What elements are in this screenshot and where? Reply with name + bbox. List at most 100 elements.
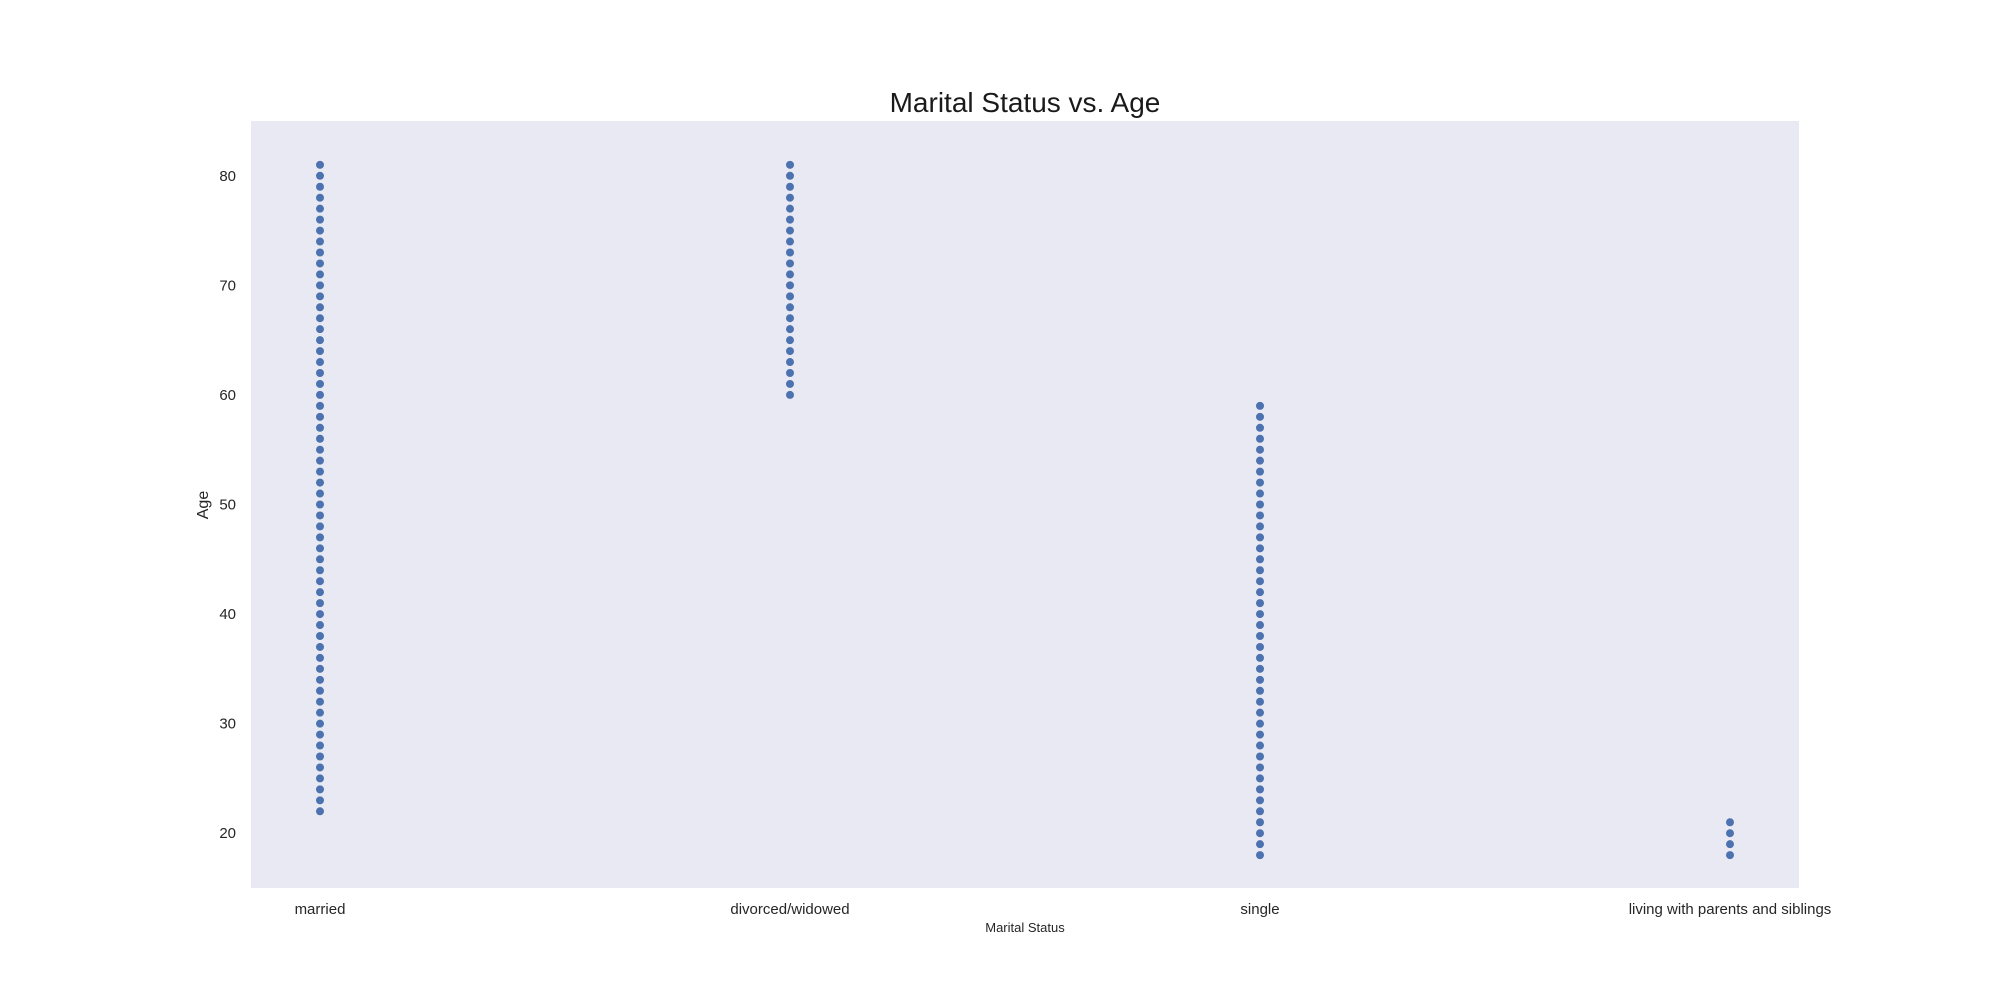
data-point (316, 193, 324, 202)
y-tick-label: 60 (219, 387, 236, 404)
data-point (1256, 763, 1264, 772)
data-point (786, 182, 794, 191)
data-point (1256, 807, 1264, 816)
x-tick-label: living with parents and siblings (1629, 901, 1832, 918)
data-point (316, 390, 324, 399)
data-point (1726, 851, 1734, 860)
x-tick-label: divorced/widowed (730, 901, 849, 918)
data-point (1256, 664, 1264, 673)
data-point (316, 401, 324, 410)
data-point (316, 807, 324, 816)
data-point (316, 325, 324, 334)
data-point (316, 478, 324, 487)
data-point (786, 390, 794, 399)
data-point (1726, 840, 1734, 849)
data-point (316, 774, 324, 783)
data-point (786, 237, 794, 246)
data-point (1256, 577, 1264, 586)
data-point (786, 303, 794, 312)
data-point (316, 467, 324, 476)
data-point (316, 555, 324, 564)
data-point (1256, 642, 1264, 651)
data-point (316, 336, 324, 345)
data-point (1256, 467, 1264, 476)
data-point (316, 160, 324, 169)
data-point (786, 292, 794, 301)
data-point (316, 303, 324, 312)
data-point (1256, 730, 1264, 739)
data-point (316, 445, 324, 454)
data-point (786, 281, 794, 290)
data-point (316, 412, 324, 421)
data-point (1256, 785, 1264, 794)
data-point (1256, 653, 1264, 662)
data-point (316, 566, 324, 575)
y-tick-label: 70 (219, 277, 236, 294)
data-point (1256, 741, 1264, 750)
data-point (1256, 774, 1264, 783)
data-point (1256, 423, 1264, 432)
data-point (1256, 478, 1264, 487)
data-point (1256, 555, 1264, 564)
data-point (316, 686, 324, 695)
data-point (786, 270, 794, 279)
data-point (316, 182, 324, 191)
data-point (316, 610, 324, 619)
y-tick-label: 20 (219, 825, 236, 842)
data-point (1256, 511, 1264, 520)
y-tick-label: 40 (219, 606, 236, 623)
data-point (1256, 599, 1264, 608)
data-point (1256, 489, 1264, 498)
chart-title: Marital Status vs. Age (890, 87, 1161, 118)
data-point (786, 193, 794, 202)
data-point (1726, 829, 1734, 838)
data-point (786, 171, 794, 180)
data-point (1256, 708, 1264, 717)
data-point (1256, 456, 1264, 465)
data-point (1256, 840, 1264, 849)
data-point (1256, 829, 1264, 838)
data-point (316, 204, 324, 213)
data-point (786, 314, 794, 323)
data-point (316, 226, 324, 235)
data-point (1256, 401, 1264, 410)
data-point (1256, 686, 1264, 695)
data-point (316, 642, 324, 651)
data-point (316, 434, 324, 443)
data-point (316, 664, 324, 673)
data-point (316, 423, 324, 432)
data-point (316, 599, 324, 608)
data-point (316, 533, 324, 542)
data-point (786, 226, 794, 235)
data-point (1256, 566, 1264, 575)
data-point (786, 259, 794, 268)
data-point (316, 796, 324, 805)
data-point (1256, 752, 1264, 761)
data-point (316, 588, 324, 597)
data-point (1256, 697, 1264, 706)
data-point (786, 369, 794, 378)
data-points (316, 160, 1734, 860)
data-point (1256, 719, 1264, 728)
y-tick-label: 30 (219, 716, 236, 733)
data-point (316, 752, 324, 761)
data-point (316, 292, 324, 301)
y-tick-label: 50 (219, 497, 236, 514)
data-point (316, 347, 324, 356)
plot-area (251, 121, 1799, 888)
data-point (786, 248, 794, 257)
data-point (1256, 412, 1264, 421)
data-point (316, 500, 324, 509)
data-point (786, 379, 794, 388)
data-point (786, 358, 794, 367)
data-point (316, 456, 324, 465)
data-point (1256, 631, 1264, 640)
data-point (316, 171, 324, 180)
data-point (316, 719, 324, 728)
data-point (316, 248, 324, 257)
data-point (786, 347, 794, 356)
data-point (1256, 522, 1264, 531)
data-point (316, 544, 324, 553)
